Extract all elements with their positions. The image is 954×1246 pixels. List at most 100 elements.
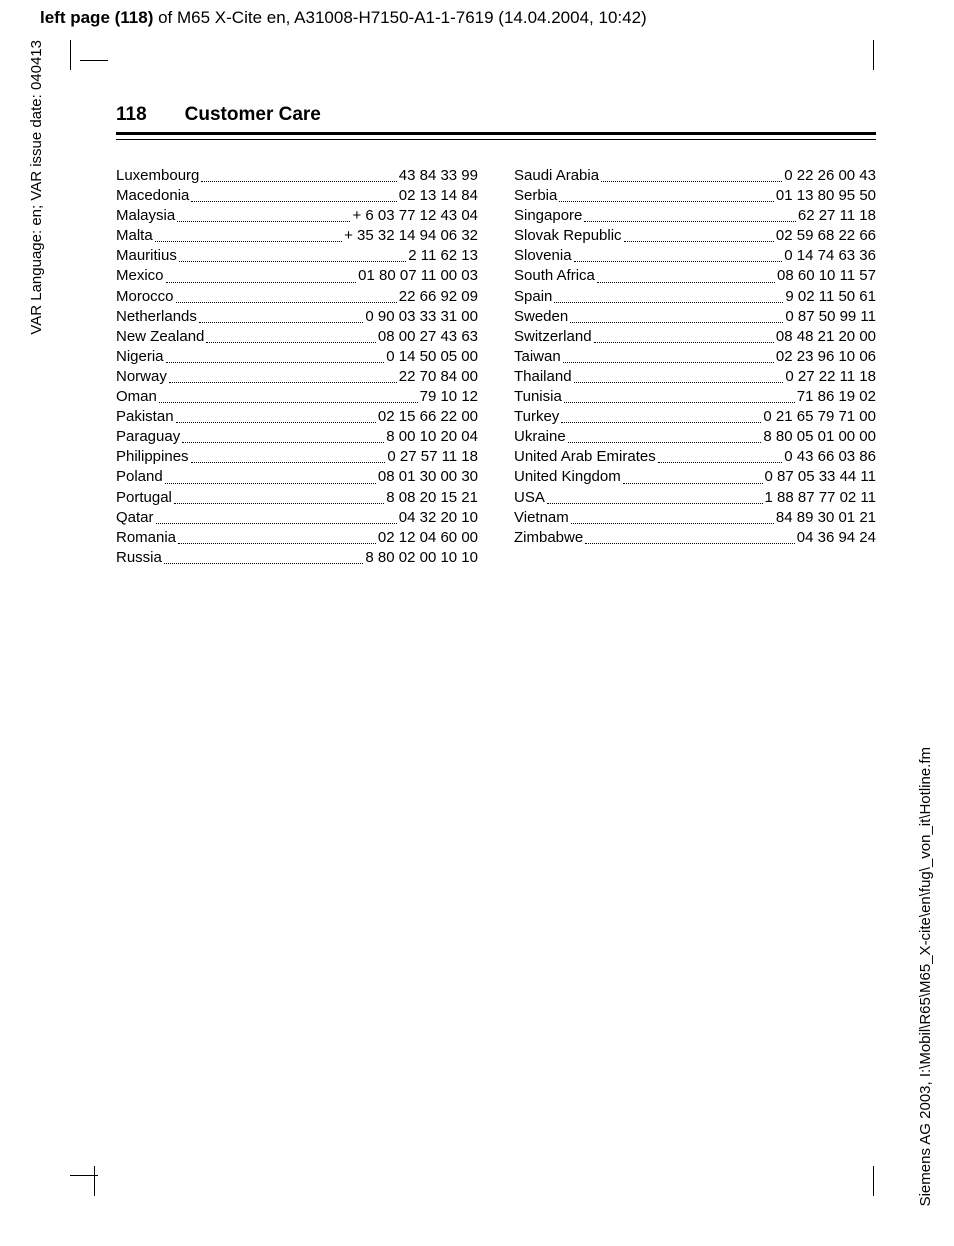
leader-dots xyxy=(547,488,763,504)
leader-dots xyxy=(568,427,762,443)
phone-entry: Morocco22 66 92 09 xyxy=(116,287,478,307)
phone-entry: Portugal 8 08 20 15 21 xyxy=(116,488,478,508)
country-name: Switzerland xyxy=(514,327,592,347)
phone-number: + 35 32 14 94 06 32 xyxy=(344,226,478,246)
country-name: USA xyxy=(514,488,545,508)
leader-dots xyxy=(584,206,795,222)
phone-number: 79 10 12 xyxy=(420,387,478,407)
phone-entry: Netherlands 0 90 03 33 31 00 xyxy=(116,307,478,327)
phone-entry: Singapore62 27 11 18 xyxy=(514,206,876,226)
leader-dots xyxy=(177,206,350,222)
country-name: New Zealand xyxy=(116,327,204,347)
country-name: Philippines xyxy=(116,447,189,467)
leader-dots xyxy=(156,508,397,524)
country-name: Slovenia xyxy=(514,246,572,266)
page-number: 118 xyxy=(116,104,147,126)
phone-entry: Romania02 12 04 60 00 xyxy=(116,528,478,548)
leader-dots xyxy=(176,287,397,303)
phone-number: 2 11 62 13 xyxy=(408,246,478,266)
leader-dots xyxy=(176,407,376,423)
left-vertical-meta: VAR Language: en; VAR issue date: 040413 xyxy=(28,40,45,335)
phone-entry: Tunisia71 86 19 02 xyxy=(514,387,876,407)
phone-number: 08 60 10 11 57 xyxy=(777,266,876,286)
rule-thin xyxy=(116,139,876,140)
phone-number: 04 32 20 10 xyxy=(399,508,478,528)
phone-number: 04 36 94 24 xyxy=(797,528,876,548)
phone-entry: Luxembourg43 84 33 99 xyxy=(116,166,478,186)
country-name: Oman xyxy=(116,387,157,407)
phone-entry: Turkey0 21 65 79 71 00 xyxy=(514,407,876,427)
country-name: Thailand xyxy=(514,367,572,387)
phone-number: 08 00 27 43 63 xyxy=(378,327,478,347)
leader-dots xyxy=(623,467,763,483)
country-name: Qatar xyxy=(116,508,154,528)
leader-dots xyxy=(201,166,396,182)
phone-number: 08 01 30 00 30 xyxy=(378,467,478,487)
crop-mark xyxy=(80,60,108,61)
leader-dots xyxy=(559,186,774,202)
leader-dots xyxy=(658,447,783,463)
country-name: Portugal xyxy=(116,488,172,508)
phone-number: 22 66 92 09 xyxy=(399,287,478,307)
content-area: 118 Customer Care Luxembourg43 84 33 99 M… xyxy=(116,104,876,568)
phone-number: + 6 03 77 12 43 04 xyxy=(352,206,478,226)
leader-dots xyxy=(174,488,384,504)
country-name: Russia xyxy=(116,548,162,568)
leader-dots xyxy=(164,548,364,564)
crop-mark xyxy=(873,40,874,70)
phone-number: 62 27 11 18 xyxy=(798,206,876,226)
country-name: Paraguay xyxy=(116,427,180,447)
phone-entry: South Africa08 60 10 11 57 xyxy=(514,266,876,286)
leader-dots xyxy=(169,367,397,383)
crop-mark xyxy=(70,1175,98,1176)
phone-number: 1 88 87 77 02 11 xyxy=(765,488,877,508)
phone-entry: Zimbabwe 04 36 94 24 xyxy=(514,528,876,548)
phone-entry: Philippines0 27 57 11 18 xyxy=(116,447,478,467)
phone-entry: Russia8 80 02 00 10 10 xyxy=(116,548,478,568)
phone-number: 0 90 03 33 31 00 xyxy=(365,307,478,327)
leader-dots xyxy=(561,407,761,423)
phone-number: 8 08 20 15 21 xyxy=(386,488,478,508)
country-name: Serbia xyxy=(514,186,557,206)
country-name: Norway xyxy=(116,367,167,387)
phone-number: 02 59 68 22 66 xyxy=(776,226,876,246)
leader-dots xyxy=(571,508,774,524)
phone-number: 8 00 10 20 04 xyxy=(386,427,478,447)
country-name: Nigeria xyxy=(116,347,164,367)
phone-number: 02 12 04 60 00 xyxy=(378,528,478,548)
header-rest: of M65 X-Cite en, A31008-H7150-A1-1-7619… xyxy=(153,8,646,27)
phone-entry: Paraguay 8 00 10 20 04 xyxy=(116,427,478,447)
phone-number: 0 14 74 63 36 xyxy=(784,246,876,266)
phone-entry: Slovak Republic02 59 68 22 66 xyxy=(514,226,876,246)
phone-number: 9 02 11 50 61 xyxy=(785,287,876,307)
phone-entry: Mexico01 80 07 11 00 03 xyxy=(116,266,478,286)
phone-entry: Norway 22 70 84 00 xyxy=(116,367,478,387)
leader-dots xyxy=(191,186,396,202)
phone-number: 0 27 22 11 18 xyxy=(785,367,876,387)
leader-dots xyxy=(206,327,376,343)
page-heading: 118 Customer Care xyxy=(116,104,876,132)
leader-dots xyxy=(166,266,357,282)
phone-number: 0 14 50 05 00 xyxy=(386,347,478,367)
country-name: Netherlands xyxy=(116,307,197,327)
country-name: Zimbabwe xyxy=(514,528,583,548)
section-title: Customer Care xyxy=(185,104,321,126)
leader-dots xyxy=(585,528,795,544)
country-name: Malaysia xyxy=(116,206,175,226)
country-name: Mexico xyxy=(116,266,164,286)
rule-thick xyxy=(116,132,876,135)
crop-mark xyxy=(94,1166,95,1196)
leader-dots xyxy=(155,226,342,242)
phone-entry: Taiwan02 23 96 10 06 xyxy=(514,347,876,367)
phone-entry: Qatar 04 32 20 10 xyxy=(116,508,478,528)
country-name: Turkey xyxy=(514,407,559,427)
phone-entry: Ukraine8 80 05 01 00 00 xyxy=(514,427,876,447)
phone-entry: Nigeria 0 14 50 05 00 xyxy=(116,347,478,367)
phone-entry: Mauritius2 11 62 13 xyxy=(116,246,478,266)
phone-entry: United Kingdom0 87 05 33 44 11 xyxy=(514,467,876,487)
phone-number: 22 70 84 00 xyxy=(399,367,478,387)
leader-dots xyxy=(199,307,364,323)
country-name: Pakistan xyxy=(116,407,174,427)
phone-entry: Slovenia 0 14 74 63 36 xyxy=(514,246,876,266)
leader-dots xyxy=(179,246,406,262)
